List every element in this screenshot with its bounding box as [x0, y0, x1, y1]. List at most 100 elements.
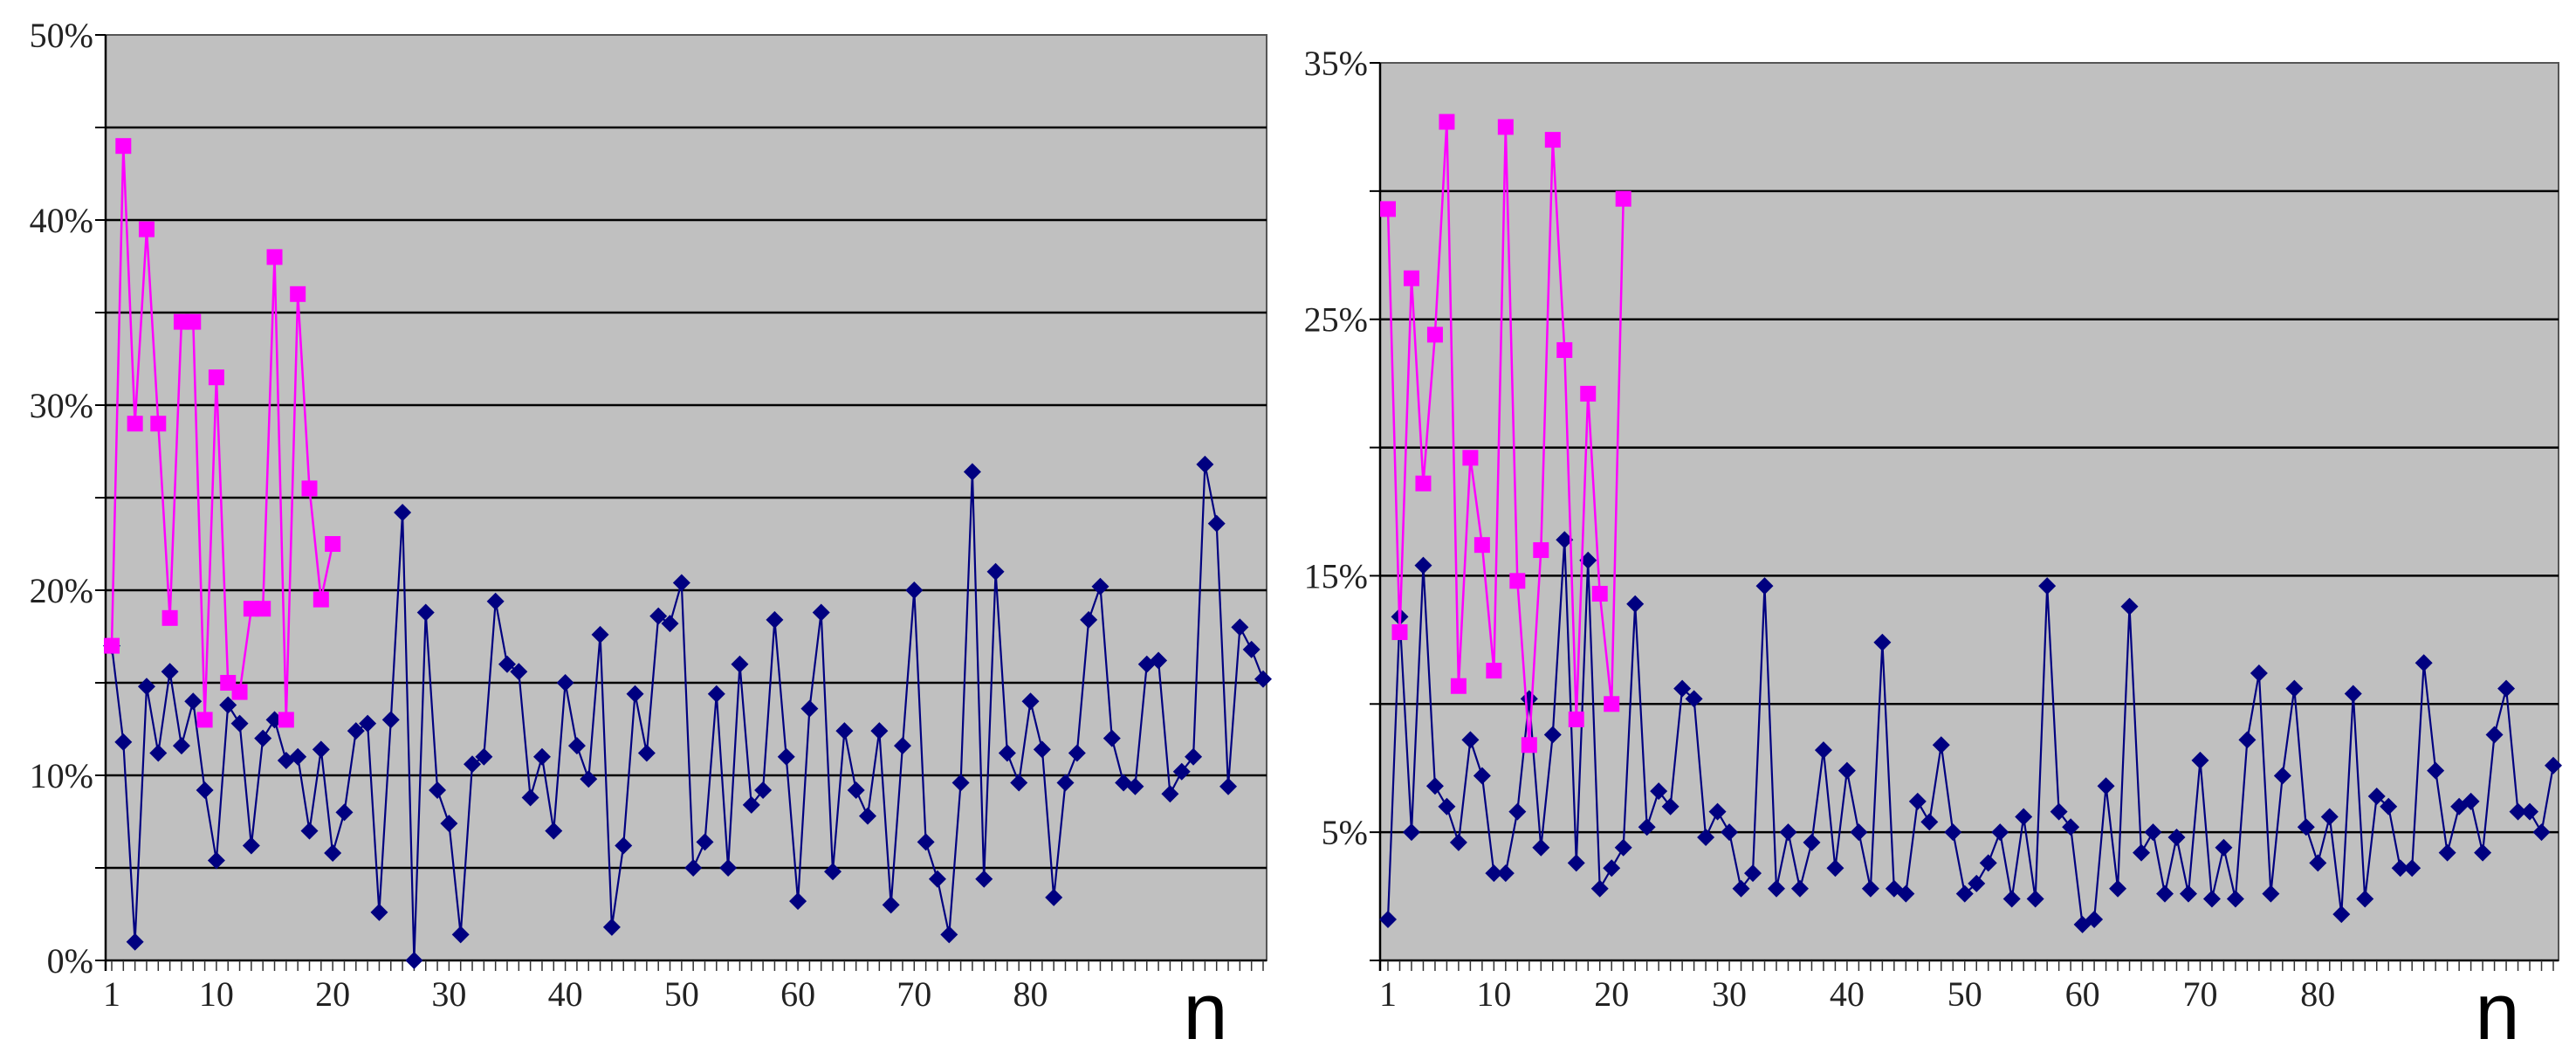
data-point: [126, 932, 144, 951]
data-point: [2273, 767, 2291, 785]
data-point: [451, 926, 470, 944]
data-point: [1580, 385, 1597, 402]
data-point: [696, 833, 714, 851]
x-tick-label: 1: [1379, 974, 1397, 1014]
data-point: [464, 755, 482, 774]
data-point: [2015, 808, 2033, 826]
data-point: [416, 603, 435, 622]
y-tick-label: 35%: [1304, 44, 1368, 83]
data-point: [928, 870, 946, 888]
data-point: [893, 737, 911, 755]
data-point: [498, 655, 516, 673]
series-line: [110, 463, 1265, 962]
data-point: [1496, 864, 1515, 883]
data-point: [1219, 777, 1238, 795]
data-point: [661, 615, 679, 633]
data-point: [2380, 797, 2398, 815]
data-point: [1614, 838, 1632, 857]
data-point: [905, 581, 924, 599]
data-point: [1196, 455, 1214, 473]
series-line: [110, 144, 334, 721]
data-point: [602, 918, 621, 936]
x-axis-label: n: [2475, 967, 2519, 1046]
data-point: [405, 952, 423, 969]
data-point: [2002, 890, 2021, 908]
data-point: [859, 807, 877, 825]
data-point: [196, 712, 213, 728]
data-point: [324, 844, 342, 863]
data-point: [2427, 761, 2445, 780]
x-tick-label: 80: [2300, 974, 2335, 1014]
data-point: [1091, 577, 1109, 595]
data-point: [1080, 610, 1098, 629]
data-point: [1826, 859, 1844, 877]
data-point: [300, 822, 319, 840]
data-point: [951, 774, 970, 792]
data-point: [1556, 341, 1573, 358]
data-point: [1544, 132, 1561, 148]
data-point: [940, 926, 958, 944]
data-point: [986, 562, 1005, 581]
data-point: [359, 714, 377, 733]
data-point: [1803, 833, 1821, 851]
data-point: [1509, 573, 1526, 589]
x-tick-label: 20: [1594, 974, 1629, 1014]
data-point: [847, 781, 865, 799]
data-point: [2238, 731, 2257, 749]
y-tick-label: 15%: [1304, 556, 1368, 595]
data-point: [1449, 833, 1467, 851]
data-point: [370, 903, 388, 921]
data-point: [545, 822, 563, 840]
data-point: [2521, 802, 2539, 821]
data-point: [1944, 823, 1962, 842]
data-point: [521, 788, 539, 807]
x-tick-label: 1: [103, 974, 120, 1014]
data-point: [219, 696, 237, 714]
data-point: [2532, 823, 2551, 842]
data-point: [150, 416, 167, 432]
y-tick-label: 25%: [1304, 300, 1368, 340]
data-point: [1932, 736, 1950, 754]
x-tick-label: 80: [1013, 974, 1048, 1014]
x-tick-label: 70: [896, 974, 931, 1014]
data-point: [824, 863, 842, 881]
data-point: [707, 685, 725, 703]
data-point: [1590, 879, 1609, 898]
data-point: [1603, 859, 1621, 877]
x-tick-label: 30: [431, 974, 466, 1014]
left-chart-panel: 0% 10% 20% 30% 40% 50% 1 10 20 30 40 50 60 70 80 n: [30, 16, 1272, 1046]
data-point: [1920, 813, 1939, 831]
data-point: [230, 714, 249, 733]
data-point: [242, 836, 260, 855]
data-point: [2215, 838, 2233, 857]
data-point: [1543, 726, 1562, 744]
data-point: [637, 744, 656, 762]
data-point: [347, 722, 365, 740]
data-point: [1185, 747, 1203, 766]
data-point: [2226, 890, 2244, 908]
data-point: [231, 684, 248, 700]
data-point: [1126, 777, 1144, 795]
right-chart-panel: 5% 15% 25% 35% 1 10 20 30 40 50 60 70 80 n: [1304, 44, 2562, 1046]
data-point: [172, 737, 190, 755]
data-point: [2062, 818, 2080, 836]
data-point: [626, 685, 644, 703]
data-point: [1779, 823, 1797, 842]
data-point: [1697, 829, 1715, 847]
data-point: [1790, 879, 1809, 898]
data-point: [2403, 859, 2421, 877]
data-point: [1604, 696, 1620, 712]
data-point: [2332, 905, 2351, 924]
data-point: [1161, 785, 1179, 803]
data-point: [998, 744, 1016, 762]
data-point: [1568, 711, 1584, 727]
data-point: [1033, 740, 1051, 759]
data-point: [104, 637, 120, 654]
data-point: [255, 601, 271, 617]
data-point: [278, 712, 294, 728]
data-point: [1744, 864, 1762, 883]
data-point: [312, 740, 330, 759]
data-point: [835, 722, 854, 740]
data-point: [254, 729, 272, 747]
data-point: [1068, 744, 1086, 762]
